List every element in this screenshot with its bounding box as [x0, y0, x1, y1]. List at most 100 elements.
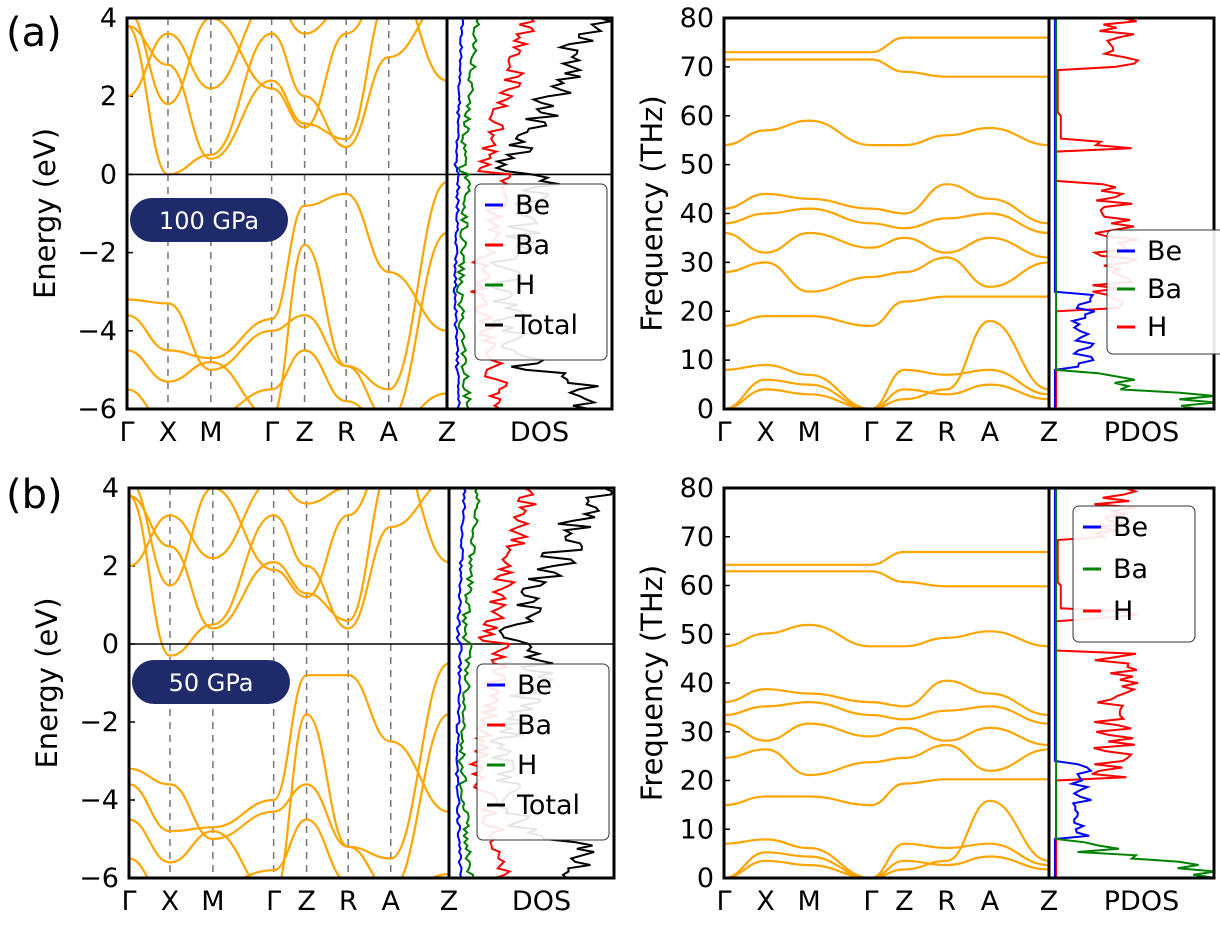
dos-axis-label: DOS — [510, 417, 569, 448]
phonon-branch — [724, 550, 1049, 566]
panel-label-a: (a) — [6, 10, 62, 56]
y-tick-label: −6 — [79, 863, 119, 894]
legend-label: H — [1113, 596, 1133, 627]
y-tick-label: −2 — [77, 238, 117, 269]
phonon-branch — [724, 722, 1049, 747]
legend-label: H — [1147, 312, 1167, 343]
dos-curve-ba — [1055, 18, 1214, 409]
legend-label: Total — [516, 790, 580, 821]
x-tick-label: R — [337, 417, 356, 448]
x-tick-label: Z — [297, 886, 316, 917]
y-axis-label: Frequency (THz) — [635, 95, 669, 331]
dos-curve-be — [454, 488, 467, 878]
phonon-branch — [724, 256, 1049, 293]
x-tick-label: R — [937, 417, 956, 448]
legend-label: Ba — [517, 710, 552, 741]
energy-band — [129, 488, 381, 630]
phonon-branch — [724, 183, 1049, 225]
energy-band — [127, 192, 447, 360]
panel-label-b: (b) — [6, 472, 63, 518]
x-tick-label: A — [981, 886, 1000, 917]
plot-frame — [125, 16, 614, 411]
legend-label: Be — [1113, 512, 1148, 543]
phonon-branch — [724, 295, 1049, 328]
x-tick-label: A — [382, 886, 401, 917]
bands-group — [129, 488, 449, 878]
dos-axis-label: PDOS — [1104, 417, 1179, 448]
y-tick-label: 4 — [100, 3, 117, 34]
plot-frame — [127, 486, 616, 880]
y-tick-label: 40 — [680, 199, 714, 230]
dos-axis-label: DOS — [512, 886, 571, 917]
y-tick-label: 70 — [680, 52, 714, 83]
energy-band — [127, 18, 425, 176]
phonon-branch — [724, 623, 1049, 648]
x-tick-label: Γ — [119, 417, 134, 448]
phonon-branch — [724, 679, 1049, 717]
x-tick-label: Γ — [121, 886, 136, 917]
y-tick-label: 60 — [680, 101, 714, 132]
energy-band — [127, 18, 379, 160]
legend-label: H — [517, 750, 537, 781]
x-tick-label: Γ — [863, 417, 878, 448]
y-tick-label: 4 — [102, 473, 119, 504]
x-tick-label: X — [756, 886, 775, 917]
legend-label: H — [515, 270, 535, 301]
dos-curve-h — [456, 488, 481, 878]
y-tick-label: 30 — [680, 717, 714, 748]
legend-label: Ba — [515, 230, 550, 261]
legend-label: Be — [517, 670, 552, 701]
y-axis-label: Energy (eV) — [28, 128, 62, 299]
pressure-label: 100 GPa — [159, 207, 259, 235]
x-tick-label: M — [798, 417, 821, 448]
energy-band — [129, 488, 434, 657]
legend-box — [474, 183, 608, 361]
energy-band — [129, 818, 449, 878]
plot-frame — [722, 486, 1216, 880]
plot-frame — [722, 16, 1216, 411]
y-tick-label: −4 — [77, 316, 117, 347]
dos-axis-label: PDOS — [1104, 886, 1179, 917]
x-tick-label: Z — [895, 886, 914, 917]
legend-label: Ba — [1147, 274, 1182, 305]
bands-group — [724, 550, 1049, 878]
y-tick-label: −4 — [79, 785, 119, 816]
phonon-branch — [724, 207, 1049, 235]
legend-label: Total — [514, 310, 578, 341]
x-tick-label: A — [981, 417, 1000, 448]
phonon-branch — [724, 319, 1049, 409]
x-tick-label: Γ — [863, 886, 878, 917]
y-tick-label: 10 — [680, 345, 714, 376]
x-tick-label: Z — [295, 417, 314, 448]
legend-label: Ba — [1113, 554, 1148, 585]
pressure-label: 50 GPa — [169, 669, 254, 697]
x-tick-label: Γ — [716, 417, 731, 448]
legend-label: Be — [515, 190, 550, 221]
energy-band — [129, 662, 449, 860]
x-tick-label: Z — [895, 417, 914, 448]
y-tick-label: 70 — [680, 522, 714, 553]
energy-band — [127, 349, 447, 409]
pressure-badge — [132, 660, 290, 704]
phonon-branch — [724, 778, 1049, 807]
legend-box — [1072, 505, 1196, 643]
dos-curve-be — [1053, 488, 1093, 878]
x-tick-label: M — [201, 886, 224, 917]
x-tick-label: X — [161, 886, 180, 917]
y-tick-label: 30 — [680, 247, 714, 278]
phonon-branch — [724, 743, 1049, 777]
y-tick-label: 0 — [697, 394, 714, 425]
x-tick-label: Z — [440, 886, 459, 917]
y-tick-label: 0 — [697, 863, 714, 894]
energy-band — [127, 18, 447, 98]
phonon-branch — [724, 378, 1049, 409]
energy-band — [127, 231, 447, 409]
legend-box — [476, 663, 610, 841]
phonon-branch — [724, 231, 1049, 259]
phonon-branch — [724, 838, 1049, 878]
y-tick-label: 10 — [680, 814, 714, 845]
y-tick-label: 50 — [680, 150, 714, 181]
x-tick-label: A — [380, 417, 399, 448]
